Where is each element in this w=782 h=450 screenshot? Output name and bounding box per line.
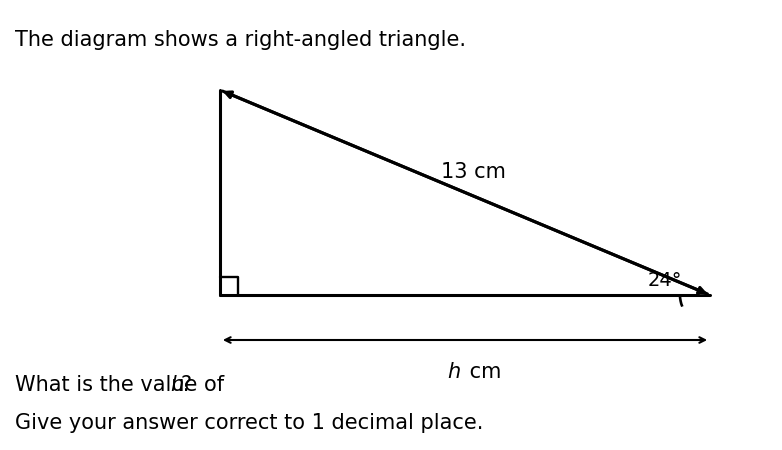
Text: $h$: $h$ [170, 375, 184, 395]
Text: 24°: 24° [648, 270, 683, 289]
Text: What is the value of: What is the value of [15, 375, 231, 395]
Text: cm: cm [463, 362, 501, 382]
Text: ?: ? [180, 375, 191, 395]
Text: Give your answer correct to 1 decimal place.: Give your answer correct to 1 decimal pl… [15, 413, 483, 433]
Text: 13 cm: 13 cm [441, 162, 506, 182]
Text: The diagram shows a right-angled triangle.: The diagram shows a right-angled triangl… [15, 30, 466, 50]
Text: $h$: $h$ [447, 362, 461, 382]
